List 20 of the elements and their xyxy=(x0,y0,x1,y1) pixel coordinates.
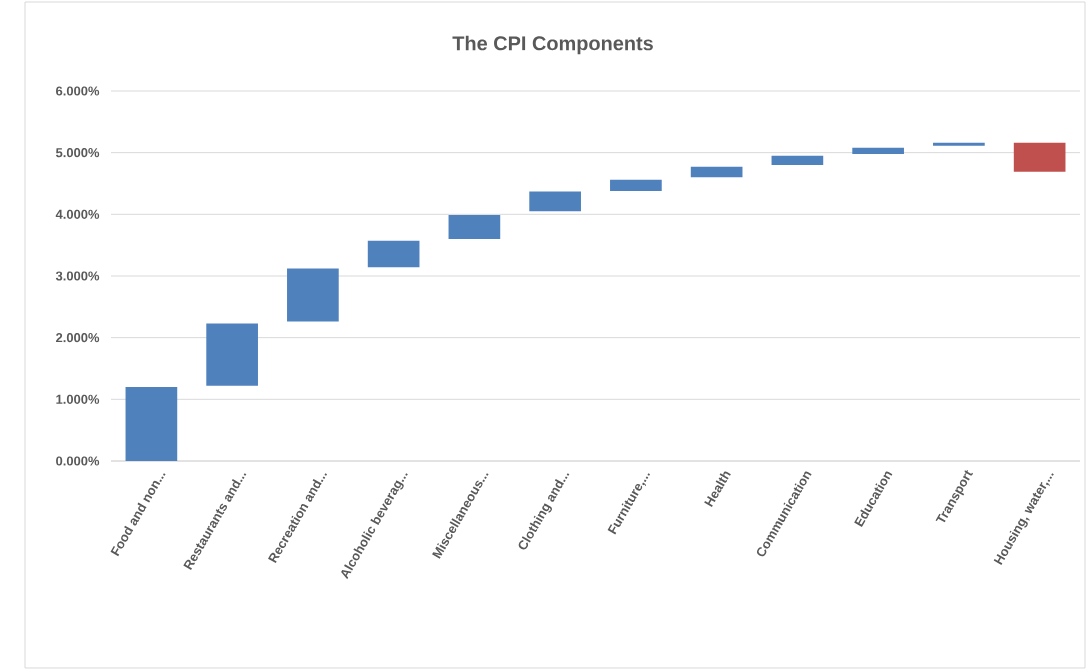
bar xyxy=(852,147,904,154)
y-tick-label: 3.000% xyxy=(55,271,100,281)
bar xyxy=(287,268,339,322)
bar xyxy=(125,386,178,461)
y-tick-label: 5.000% xyxy=(55,148,100,158)
bar xyxy=(1013,142,1066,172)
bar xyxy=(206,323,258,386)
y-tick-label: 4.000% xyxy=(55,209,100,219)
bar xyxy=(529,191,581,212)
bar xyxy=(610,179,662,191)
chart-title: The CPI Components xyxy=(452,35,653,55)
y-tick-label: 2.000% xyxy=(56,333,100,343)
bar xyxy=(771,155,824,165)
y-tick-label: 6.000% xyxy=(56,86,100,96)
bar xyxy=(367,240,420,268)
y-tick-label: 0.000% xyxy=(56,456,100,466)
bar xyxy=(448,214,501,239)
bar xyxy=(933,142,985,146)
y-tick-label: 1.000% xyxy=(56,394,100,404)
bar xyxy=(690,166,743,178)
